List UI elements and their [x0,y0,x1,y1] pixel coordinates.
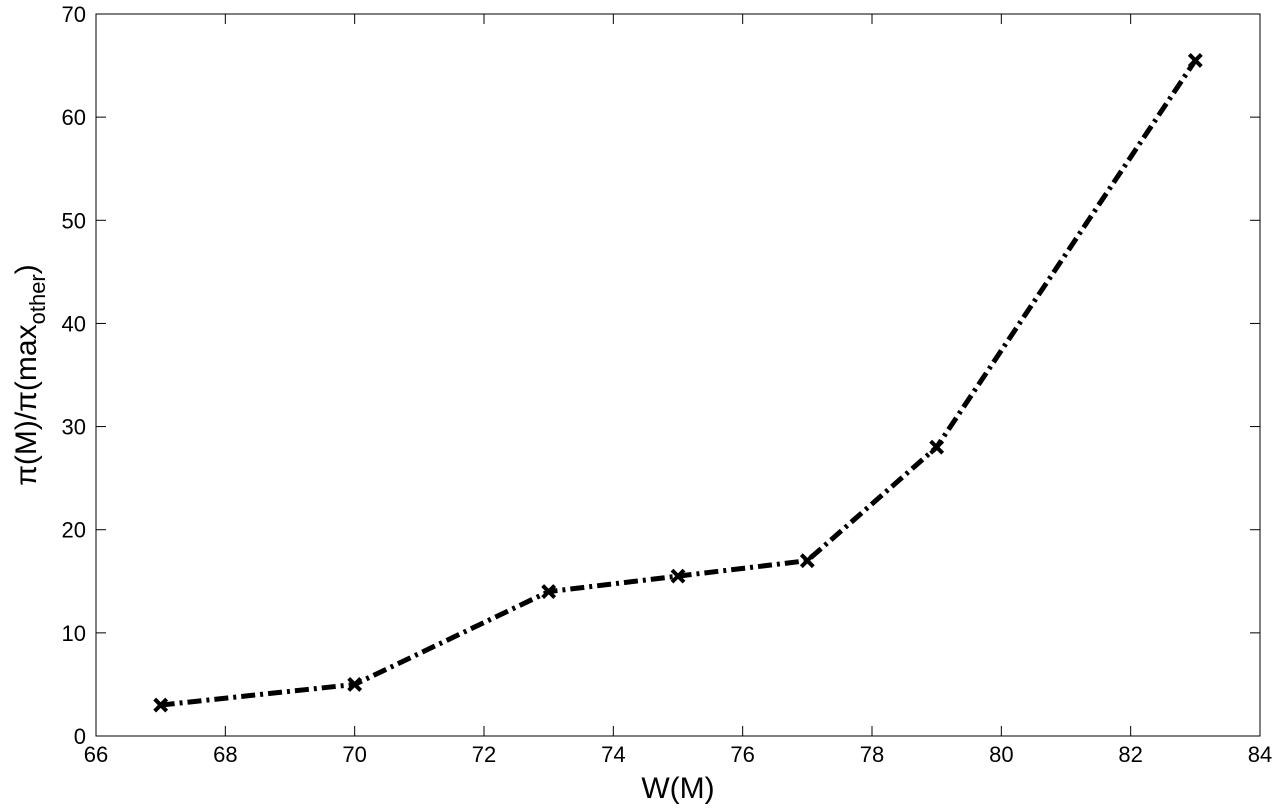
marker [541,584,557,600]
plot-frame [95,13,1261,737]
x-tick-label: 72 [472,742,496,767]
y-axis-label-end: ) [10,264,43,274]
y-tick-label: 20 [62,518,86,543]
x-tick-label: 68 [213,742,237,767]
marker [799,553,815,569]
y-tick-label: 0 [74,724,86,749]
y-tick-label: 30 [62,415,86,440]
x-tick-label: 84 [1248,742,1272,767]
y-tick-label: 50 [62,208,86,233]
data-line [160,59,1198,708]
y-tick-label: 70 [62,2,86,27]
y-tick-label: 60 [62,105,86,130]
x-tick-label: 76 [730,742,754,767]
marker [347,677,363,692]
y-axis-label: π(M)/π(maxother) [10,264,50,486]
y-tick-label: 40 [62,311,86,336]
x-tick-label: 70 [342,742,366,767]
marker [670,568,686,584]
y-axis-label-sub: other [25,274,50,324]
y-axis-label-main: π(M)/π(max [10,324,43,485]
marker [929,439,945,455]
x-tick-label: 78 [860,742,884,767]
y-tick-label: 10 [62,621,86,646]
x-tick-label: 80 [989,742,1013,767]
marker [1187,53,1203,68]
x-tick-label: 82 [1118,742,1142,767]
x-tick-label: 66 [84,742,108,767]
x-axis-label: W(M) [641,772,714,805]
marker [153,697,169,713]
x-tick-label: 74 [601,742,625,767]
